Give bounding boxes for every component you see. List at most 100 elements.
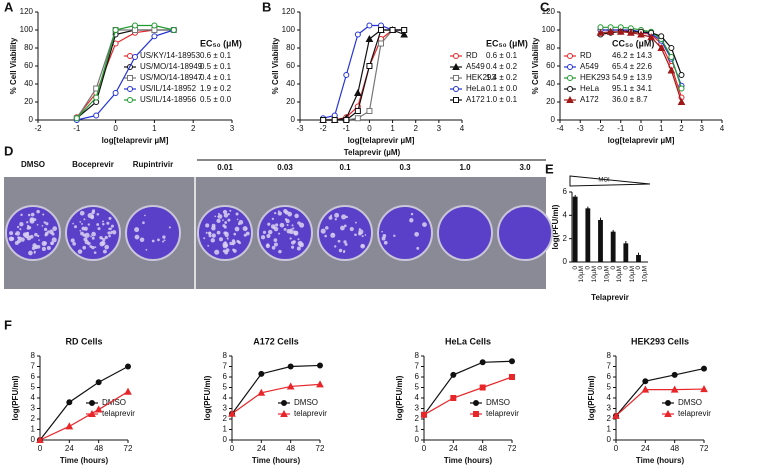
legend-marker bbox=[127, 97, 133, 103]
y-tick-label: 6 bbox=[415, 372, 420, 381]
plaque bbox=[271, 217, 275, 221]
legend-value: 0.5 ± 0.1 bbox=[200, 62, 232, 71]
plaque bbox=[102, 223, 105, 226]
plaque bbox=[260, 235, 266, 240]
plaque bbox=[19, 228, 22, 231]
chart-title: RD Cells bbox=[65, 336, 102, 346]
y-tick-label: 60 bbox=[286, 61, 295, 70]
marker bbox=[678, 72, 685, 78]
marker bbox=[658, 33, 665, 40]
marker bbox=[257, 388, 266, 396]
marker bbox=[701, 365, 707, 372]
plaque bbox=[27, 213, 31, 217]
plaque bbox=[145, 248, 148, 251]
legend-marker bbox=[280, 409, 288, 417]
plaque bbox=[364, 234, 367, 236]
plaque bbox=[266, 243, 270, 247]
plaque bbox=[222, 219, 224, 222]
plaque bbox=[229, 241, 233, 246]
marker bbox=[479, 384, 486, 391]
plaque bbox=[320, 228, 326, 234]
y-tick-label: 3 bbox=[607, 404, 612, 413]
plaque bbox=[41, 246, 46, 252]
x-tick-label: 0 bbox=[230, 444, 235, 453]
marker bbox=[668, 54, 675, 60]
plaque bbox=[284, 210, 289, 215]
x-tick-label: 0 bbox=[367, 124, 372, 133]
marker bbox=[627, 28, 635, 36]
y-tick-label: 20 bbox=[24, 97, 33, 106]
legend-value: 0.6 ± 0.1 bbox=[200, 51, 232, 60]
plaque bbox=[16, 225, 20, 229]
well bbox=[257, 205, 313, 261]
plaque bbox=[334, 245, 337, 248]
chart-title: A172 Cells bbox=[253, 336, 299, 346]
y-tick-label: 4 bbox=[415, 393, 420, 402]
marker bbox=[678, 85, 685, 92]
marker bbox=[354, 31, 361, 38]
x-tick-label: 0 bbox=[623, 266, 630, 270]
plaque bbox=[49, 229, 54, 235]
well-label: 0.01 bbox=[217, 163, 233, 172]
x-tick-label: 10µM bbox=[604, 266, 611, 282]
y-tick-label: 6 bbox=[31, 372, 36, 381]
plaque bbox=[26, 226, 30, 230]
plaque bbox=[334, 218, 337, 221]
well bbox=[377, 205, 433, 261]
x-tick-label: 10µM bbox=[591, 266, 598, 282]
panel-label: F bbox=[4, 317, 12, 332]
plaque bbox=[275, 223, 279, 227]
marker bbox=[365, 34, 374, 42]
legend-label: US/MO/14-18947 bbox=[140, 73, 203, 82]
marker bbox=[378, 40, 384, 47]
marker bbox=[228, 409, 236, 417]
legend-marker bbox=[567, 53, 573, 59]
y-tick-label: 100 bbox=[542, 25, 556, 34]
legend-label: DMSO bbox=[102, 398, 126, 407]
marker bbox=[366, 108, 373, 114]
legend-marker bbox=[567, 64, 573, 70]
plaque bbox=[33, 251, 36, 254]
plaque bbox=[151, 239, 155, 243]
plaque bbox=[416, 246, 420, 250]
legend-marker bbox=[567, 86, 573, 92]
plaque bbox=[81, 222, 83, 225]
x-axis-label: Time (hours) bbox=[252, 456, 301, 465]
x-tick-label: 10µM bbox=[629, 266, 636, 282]
y-tick-label: 20 bbox=[546, 97, 555, 106]
plaque bbox=[52, 226, 58, 231]
plaque bbox=[203, 237, 206, 240]
x-tick-label: 1 bbox=[659, 124, 664, 133]
marker bbox=[400, 30, 408, 38]
plaque bbox=[224, 221, 228, 224]
plaque bbox=[383, 240, 388, 245]
x-tick-label: -4 bbox=[556, 124, 564, 133]
legend-title: CC₅₀ (µM) bbox=[612, 38, 654, 48]
plaque bbox=[163, 239, 166, 242]
legend-label: RD bbox=[580, 51, 592, 60]
legend-marker bbox=[281, 400, 287, 406]
y-tick-label: 0 bbox=[563, 257, 568, 266]
y-tick-label: 40 bbox=[546, 79, 555, 88]
y-tick-label: 6 bbox=[563, 187, 568, 196]
plaque bbox=[291, 245, 295, 249]
x-tick-label: 24 bbox=[641, 444, 650, 453]
marker bbox=[93, 112, 100, 119]
plaque bbox=[381, 230, 384, 233]
plaque bbox=[273, 242, 278, 247]
series-line bbox=[323, 29, 405, 121]
legend-label: A549 bbox=[466, 62, 485, 71]
y-tick-label: 1 bbox=[31, 425, 36, 434]
plaque bbox=[279, 222, 285, 228]
well-label: Rupintrivir bbox=[133, 160, 173, 169]
plaque bbox=[51, 242, 54, 245]
plaque bbox=[238, 241, 242, 245]
y-tick-label: 1 bbox=[223, 425, 228, 434]
x-tick-label: 0 bbox=[422, 444, 427, 453]
plaque bbox=[110, 232, 113, 235]
plaque bbox=[142, 221, 145, 225]
plaque bbox=[96, 212, 100, 216]
y-tick-label: 3 bbox=[31, 404, 36, 413]
marker bbox=[124, 387, 132, 395]
plaque bbox=[109, 227, 112, 231]
